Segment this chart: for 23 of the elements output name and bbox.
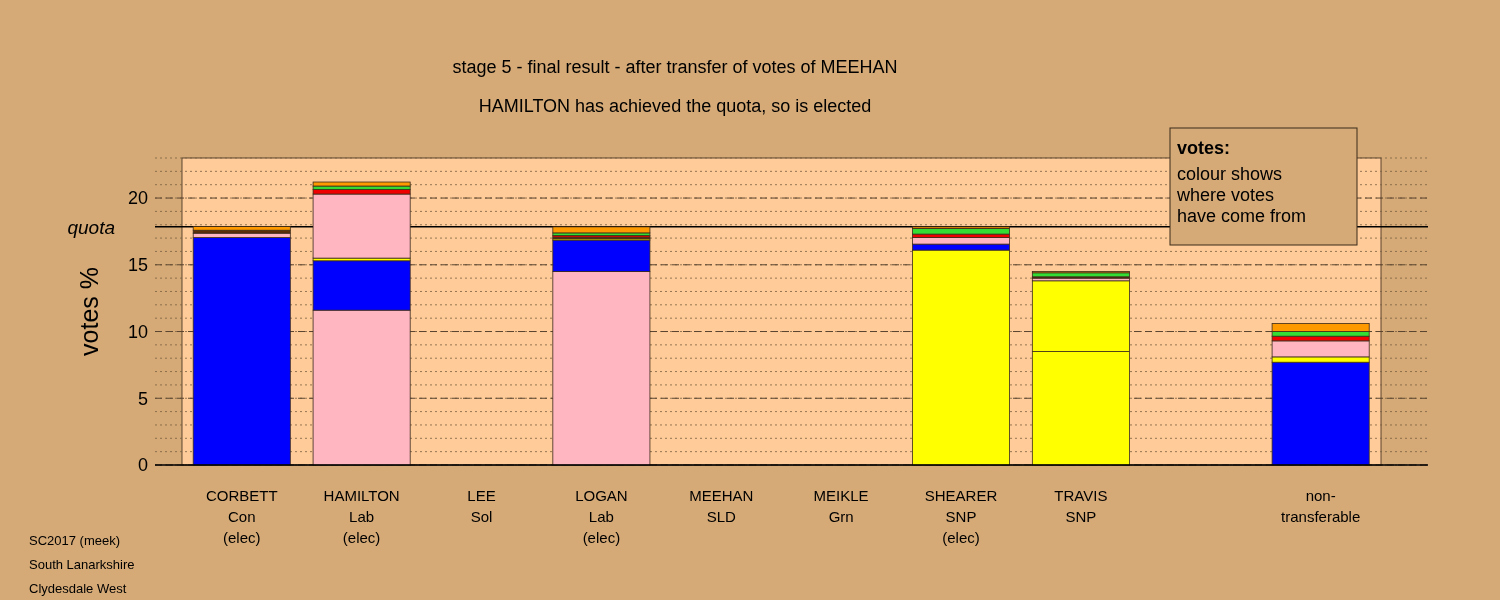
- chart-title: stage 5 - final result - after transfer of votes of MEEHAN: [452, 57, 898, 77]
- y-tick-label: 10: [127, 321, 148, 342]
- x-tick-label: SHEARER SNP (elec): [924, 487, 998, 546]
- x-tick-label: MEIKLE Grn: [813, 487, 869, 525]
- note-box: votes: colour shows where votes have come from: [1169, 127, 1358, 246]
- x-tick-label: TRAVIS SNP: [1054, 487, 1108, 525]
- y-tick-label: 0: [137, 455, 148, 476]
- y-tick-label: 5: [137, 388, 148, 409]
- x-tick-label: non- transferable: [1281, 487, 1361, 525]
- x-tick-label: MEEHAN SLD: [689, 487, 754, 525]
- chart-subtitle: HAMILTON has achieved the quota, so is elected: [478, 96, 872, 116]
- annotation: votes: colour shows where votes have come from: [1176, 138, 1307, 226]
- text: South Lanarkshire: [29, 557, 135, 572]
- text: SC2017 (meek): [29, 533, 121, 548]
- x-tick-label: LOGAN Lab (elec): [575, 487, 628, 546]
- y-tick-label: 15: [127, 255, 148, 276]
- y-tick-label: 20: [127, 188, 148, 209]
- x-tick-label: CORBETT Con (elec): [205, 487, 278, 546]
- text: Clydesdale West: [29, 581, 127, 596]
- y-axis-title: votes %: [75, 267, 103, 356]
- ref-line-label: quota: [67, 216, 115, 238]
- x-tick-label: LEE Sol: [467, 487, 496, 525]
- x-tick-label: HAMILTON Lab (elec): [323, 487, 400, 546]
